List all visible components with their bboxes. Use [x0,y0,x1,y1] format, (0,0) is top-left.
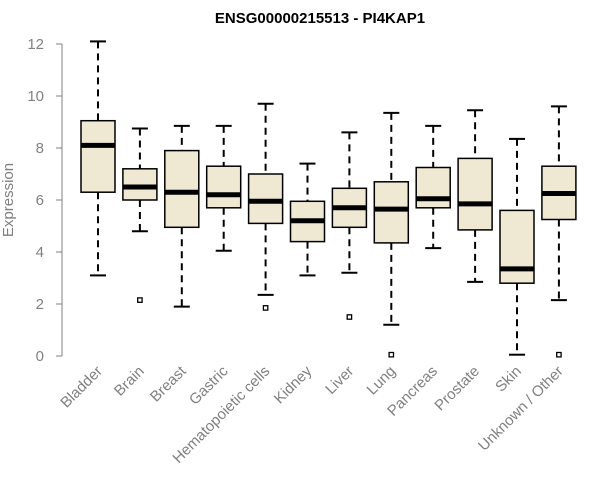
x-tick-label: Brain [111,363,148,400]
outlier-point [556,351,562,358]
outlier-point [388,351,395,358]
x-tick-label: Bladder [57,363,106,412]
box-brain [122,127,158,303]
box-body [80,119,116,193]
y-tick-label: 12 [27,36,44,53]
outlier-point [346,314,353,320]
box-bladder [80,40,116,277]
y-tick-label: 0 [36,348,44,365]
y-tick-label: 6 [36,192,44,209]
x-tick-label: Liver [322,363,357,398]
box-pancreas [415,124,451,250]
y-tick-label: 10 [27,88,44,105]
box-body [373,181,410,244]
box-body [122,168,158,201]
y-axis: 0 2 4 6 8 10 12 [27,36,63,365]
box-body [247,173,284,225]
box-unknown-other [541,105,577,358]
box-body [457,157,493,231]
x-tick-label: Skin [492,363,525,396]
chart-title: ENSG00000215513 - PI4KAP1 [215,10,425,27]
x-tick-label: Kidney [271,362,316,407]
y-tick-label: 8 [36,140,44,157]
outlier-point [137,297,143,303]
boxes-group [80,40,577,358]
outlier-point [262,305,269,311]
box-prostate [457,109,493,283]
box-hematopoietic-cells [247,102,284,311]
box-skin [499,137,535,356]
y-tick-label: 2 [36,296,44,313]
x-tick-label: Prostate [431,363,483,415]
box-kidney [289,162,326,277]
box-gastric [205,124,242,252]
box-body [205,165,242,209]
x-tick-label: Lung [364,363,400,399]
x-tick-label: Breast [147,362,190,405]
box-body [415,166,451,209]
y-tick-label: 4 [36,244,44,261]
box-body [499,209,535,284]
box-breast [164,124,200,308]
box-body [164,149,200,229]
y-axis-label: Expression [0,163,17,237]
box-liver [331,131,368,320]
box-lung [373,111,410,358]
